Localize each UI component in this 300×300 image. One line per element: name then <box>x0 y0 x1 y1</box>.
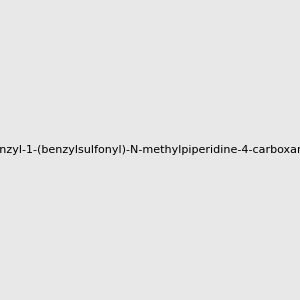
Text: N-benzyl-1-(benzylsulfonyl)-N-methylpiperidine-4-carboxamide: N-benzyl-1-(benzylsulfonyl)-N-methylpipe… <box>0 145 300 155</box>
